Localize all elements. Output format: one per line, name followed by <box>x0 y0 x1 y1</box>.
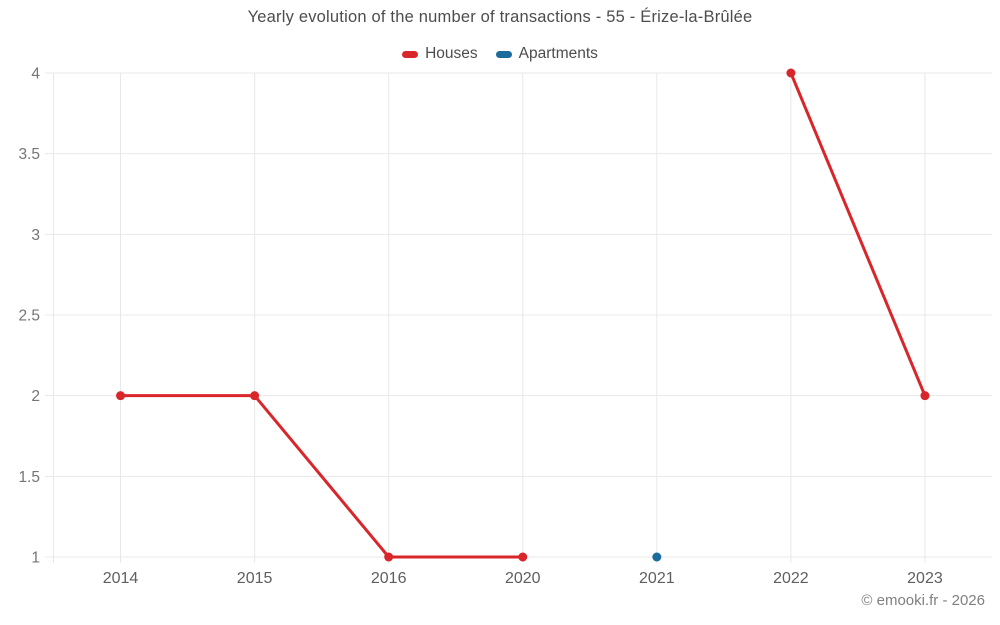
y-axis-tick-label: 1 <box>31 550 40 567</box>
x-axis-tick-label: 2014 <box>103 570 139 587</box>
x-axis-tick-label: 2023 <box>907 570 943 587</box>
y-axis-tick-label: 2 <box>31 388 40 405</box>
legend-item-apartments[interactable]: Apartments <box>495 45 598 63</box>
data-point-houses-2022[interactable] <box>786 68 796 78</box>
x-axis-tick-label: 2016 <box>371 570 407 587</box>
data-point-houses-2015[interactable] <box>250 391 260 401</box>
x-axis-tick-label: 2020 <box>505 570 541 587</box>
chart-legend: Houses Apartments <box>0 45 1000 63</box>
legend-label-houses: Houses <box>425 45 478 62</box>
y-axis-tick-label: 4 <box>31 66 40 83</box>
y-axis-tick-label: 1.5 <box>18 469 40 486</box>
y-axis-tick-label: 2.5 <box>18 308 40 325</box>
data-point-apartments-2021[interactable] <box>652 552 662 562</box>
data-point-houses-2020[interactable] <box>518 552 528 562</box>
data-point-houses-2014[interactable] <box>116 391 126 401</box>
y-axis-tick-label: 3.5 <box>18 146 40 163</box>
x-axis-tick-label: 2022 <box>773 570 809 587</box>
legend-label-apartments: Apartments <box>518 45 598 62</box>
series-line-houses <box>789 71 927 398</box>
series-line-houses <box>119 394 525 559</box>
x-axis-tick-label: 2015 <box>237 570 273 587</box>
x-axis-tick-label: 2021 <box>639 570 675 587</box>
y-axis-tick-label: 3 <box>31 227 40 244</box>
houses-legend-swatch-icon <box>402 50 419 58</box>
data-point-houses-2023[interactable] <box>920 391 930 401</box>
data-point-houses-2016[interactable] <box>384 552 394 562</box>
footer-credit: © emooki.fr - 2026 <box>861 592 985 609</box>
chart-title: Yearly evolution of the number of transa… <box>247 8 753 26</box>
legend-item-houses[interactable]: Houses <box>402 45 478 63</box>
apartments-legend-swatch-icon <box>495 50 512 58</box>
